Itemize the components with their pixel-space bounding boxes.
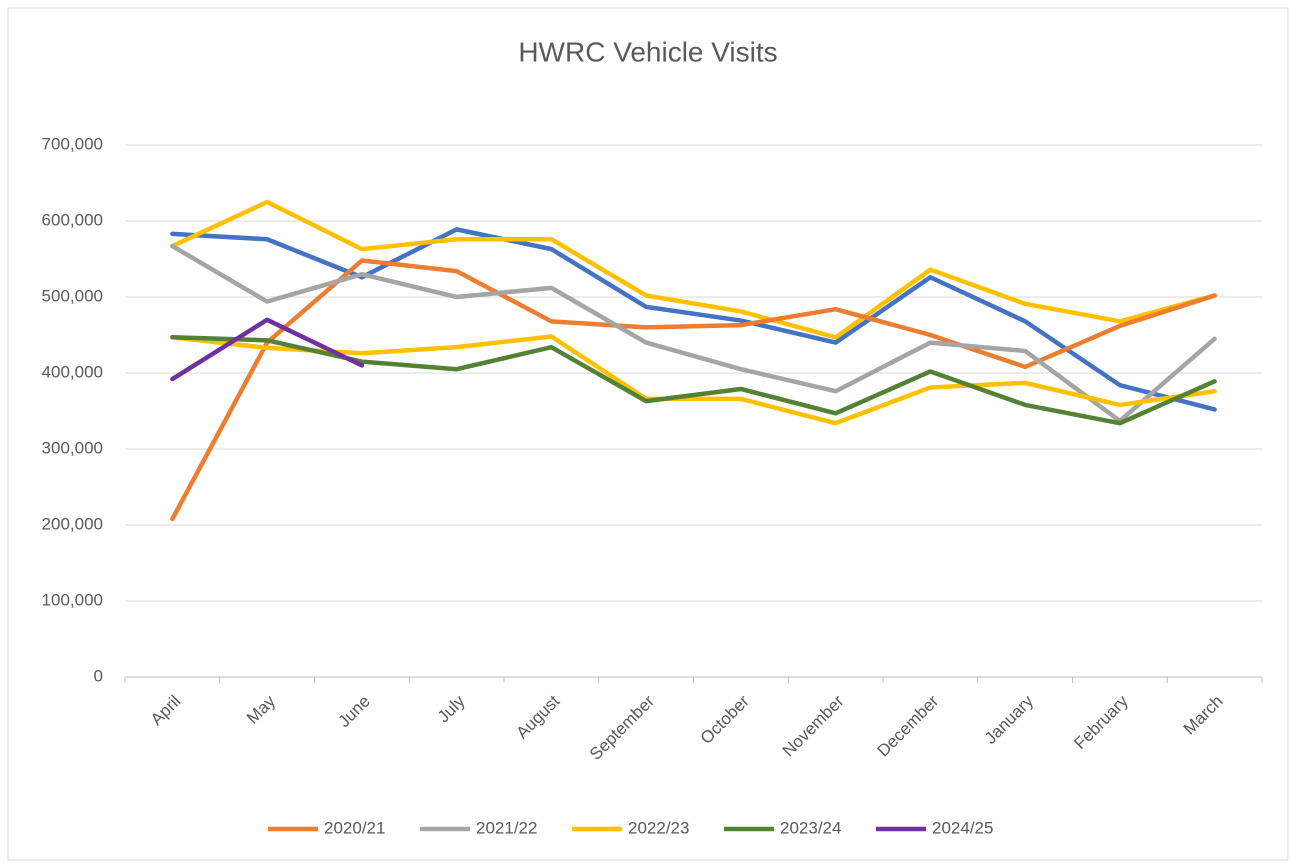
legend-label: 2024/25 bbox=[932, 818, 993, 837]
legend-label: 2022/23 bbox=[628, 818, 689, 837]
series-line bbox=[170, 227, 1217, 412]
y-tick-label: 300,000 bbox=[42, 438, 103, 457]
y-tick-label: 100,000 bbox=[42, 590, 103, 609]
y-tick-label: 400,000 bbox=[42, 362, 103, 381]
series-line bbox=[170, 199, 1217, 340]
y-tick-label: 700,000 bbox=[42, 134, 103, 153]
series-line bbox=[170, 317, 365, 382]
series-line bbox=[170, 334, 1217, 426]
y-tick-label: 200,000 bbox=[42, 514, 103, 533]
chart-border bbox=[7, 7, 1289, 861]
legend-label: 2023/24 bbox=[780, 818, 841, 837]
chart-title: HWRC Vehicle Visits bbox=[518, 36, 777, 67]
legend-label: 2021/22 bbox=[476, 818, 537, 837]
legend-label: 2020/21 bbox=[324, 818, 385, 837]
y-tick-label: 500,000 bbox=[42, 286, 103, 305]
series-line bbox=[170, 243, 1217, 424]
y-tick-label: 600,000 bbox=[42, 210, 103, 229]
y-tick-label: 0 bbox=[94, 666, 103, 685]
